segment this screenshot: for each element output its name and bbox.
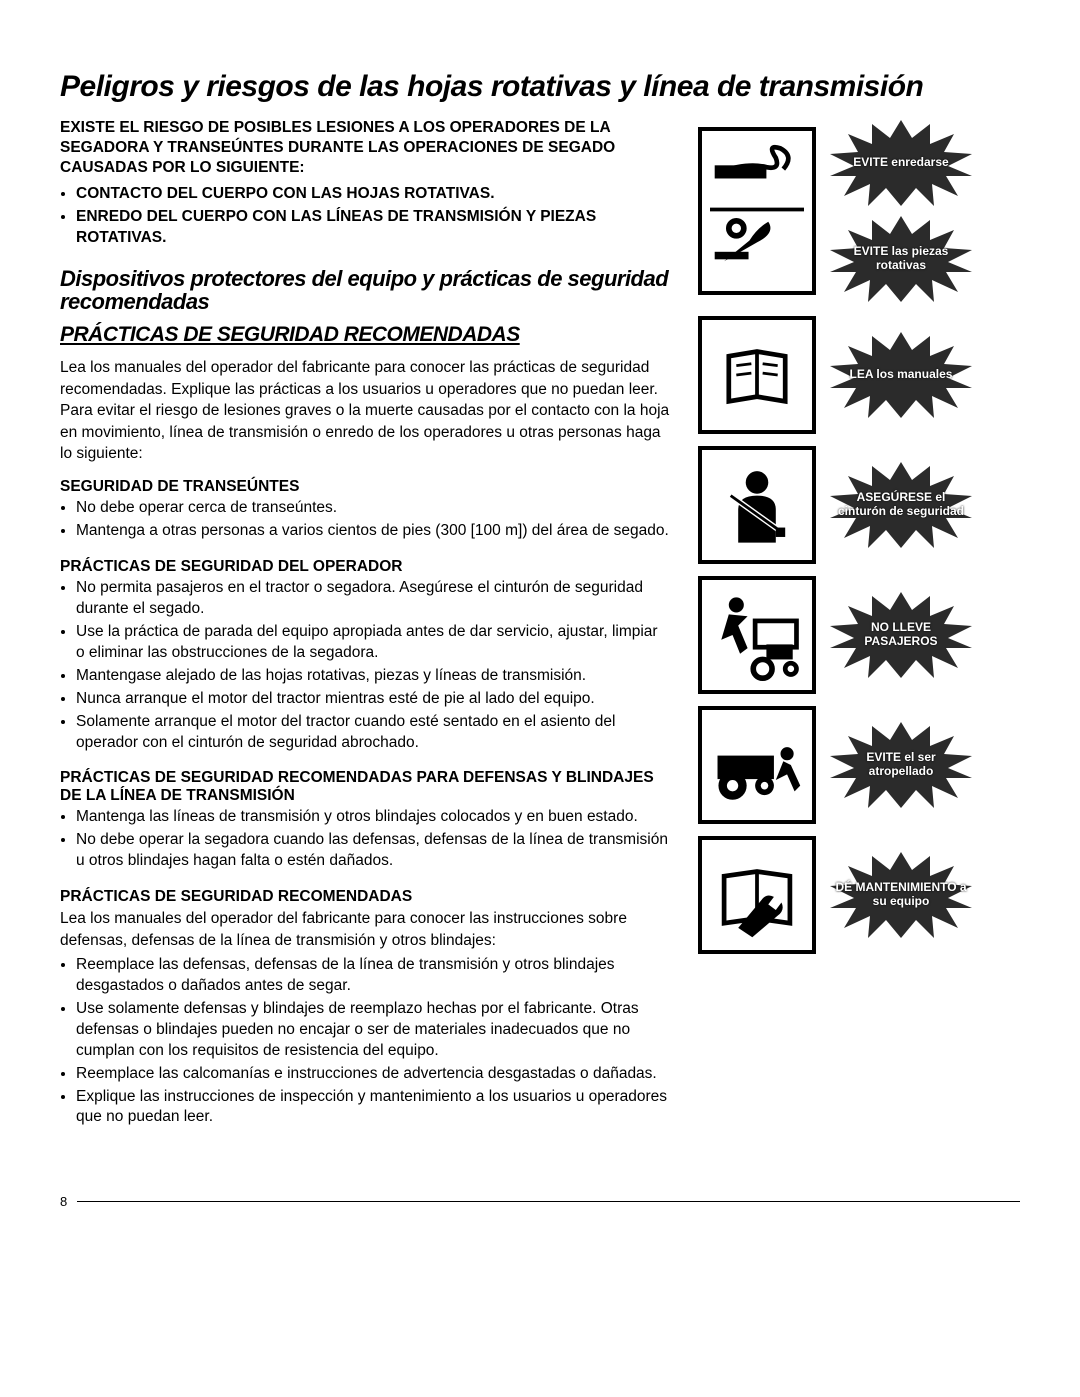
icon-block-seatbelt: ASEGÚRESE el cinturón de seguridad <box>698 446 978 564</box>
burst-seatbelt: ASEGÚRESE el cinturón de seguridad <box>826 460 976 550</box>
page-number: 8 <box>60 1194 67 1209</box>
pictogram-seatbelt <box>698 446 816 564</box>
burst-label: DÉ MANTENIMIENTO a su equipo <box>826 881 976 909</box>
burst-label: LEA los manuales <box>842 368 961 382</box>
sub-title: Dispositivos protectores del equipo y pr… <box>60 267 670 313</box>
burst-label: EVITE las piezas rotativas <box>826 245 976 273</box>
bullet: Reemplace las calcomanías e instruccione… <box>76 1064 670 1085</box>
shields-bullets: Mantenga las líneas de transmisión y otr… <box>60 807 670 872</box>
entangle-icon <box>710 139 804 280</box>
burst-rotating: EVITE las piezas rotativas <box>826 214 976 304</box>
burst-entangle: EVITE enredarse <box>826 118 976 208</box>
intro-text: EXISTE EL RIESGO DE POSIBLES LESIONES A … <box>60 118 670 178</box>
burst-noriders: NO LLEVE PASAJEROS <box>826 590 976 680</box>
bullet: CONTACTO DEL CUERPO CON LAS HOJAS ROTATI… <box>76 184 670 205</box>
icons-column: EVITE enredarse EVITE las piezas rotativ… <box>698 118 978 1144</box>
recommended-bullets: Reemplace las defensas, defensas de la l… <box>60 955 670 1128</box>
bullet: ENREDO DEL CUERPO CON LAS LÍNEAS DE TRAN… <box>76 207 670 249</box>
burst-label: NO LLEVE PASAJEROS <box>826 621 976 649</box>
bullet: Solamente arranque el motor del tractor … <box>76 712 670 754</box>
manual-icon <box>710 328 804 422</box>
paragraph: Lea los manuales del operador del fabric… <box>60 908 670 951</box>
bullet: No permita pasajeros en el tractor o seg… <box>76 578 670 620</box>
noriders-icon <box>710 588 804 682</box>
text-column: EXISTE EL RIESGO DE POSIBLES LESIONES A … <box>60 118 670 1144</box>
icon-block-manual: LEA los manuales <box>698 316 978 434</box>
pictogram-noriders <box>698 576 816 694</box>
heading-recommended: PRÁCTICAS DE SEGURIDAD RECOMENDADAS <box>60 888 670 906</box>
icon-block-maintenance: DÉ MANTENIMIENTO a su equipo <box>698 836 978 954</box>
paragraph: Lea los manuales del operador del fabric… <box>60 357 670 464</box>
bullet: Reemplace las defensas, defensas de la l… <box>76 955 670 997</box>
bullet: No debe operar cerca de transeúntes. <box>76 498 670 519</box>
burst-label: EVITE enredarse <box>845 156 956 170</box>
pictogram-maintenance <box>698 836 816 954</box>
heading-operator: PRÁCTICAS DE SEGURIDAD DEL OPERADOR <box>60 558 670 576</box>
content-row: EXISTE EL RIESGO DE POSIBLES LESIONES A … <box>60 118 1020 1144</box>
heading-bystander: SEGURIDAD DE TRANSEÚNTES <box>60 478 670 496</box>
bystander-bullets: No debe operar cerca de transeúntes. Man… <box>60 498 670 542</box>
runover-icon <box>710 718 804 812</box>
footer-rule <box>77 1201 1020 1202</box>
seatbelt-icon <box>710 458 804 552</box>
pictogram-manual <box>698 316 816 434</box>
icon-block-noriders: NO LLEVE PASAJEROS <box>698 576 978 694</box>
bullet: Explique las instrucciones de inspección… <box>76 1087 670 1129</box>
icon-block-runover: EVITE el ser atropellado <box>698 706 978 824</box>
bullet: Mantenga a otras personas a varios cient… <box>76 521 670 542</box>
bullet: Nunca arranque el motor del tractor mien… <box>76 689 670 710</box>
maintenance-icon <box>710 848 804 942</box>
burst-maintenance: DÉ MANTENIMIENTO a su equipo <box>826 850 976 940</box>
operator-bullets: No permita pasajeros en el tractor o seg… <box>60 578 670 753</box>
bullet: Use solamente defensas y blindajes de re… <box>76 999 670 1062</box>
intro-bullets: CONTACTO DEL CUERPO CON LAS HOJAS ROTATI… <box>60 184 670 249</box>
bullet: Mantengase alejado de las hojas rotativa… <box>76 666 670 687</box>
bullet: Use la práctica de parada del equipo apr… <box>76 622 670 664</box>
page: Peligros y riesgos de las hojas rotativa… <box>0 0 1080 1249</box>
pictogram-runover <box>698 706 816 824</box>
burst-label: EVITE el ser atropellado <box>826 751 976 779</box>
page-footer: 8 <box>60 1194 1020 1209</box>
icon-block-entangle: EVITE enredarse EVITE las piezas rotativ… <box>698 118 978 304</box>
burst-manual: LEA los manuales <box>826 330 976 420</box>
heading-shields: PRÁCTICAS DE SEGURIDAD RECOMENDADAS PARA… <box>60 769 670 805</box>
burst-runover: EVITE el ser atropellado <box>826 720 976 810</box>
burst-label: ASEGÚRESE el cinturón de seguridad <box>826 491 976 519</box>
bullet: No debe operar la segadora cuando las de… <box>76 830 670 872</box>
bullet: Mantenga las líneas de transmisión y otr… <box>76 807 670 828</box>
section-title: PRÁCTICAS DE SEGURIDAD RECOMENDADAS <box>60 323 670 347</box>
pictogram-entangle <box>698 127 816 295</box>
main-title: Peligros y riesgos de las hojas rotativa… <box>60 70 1020 104</box>
